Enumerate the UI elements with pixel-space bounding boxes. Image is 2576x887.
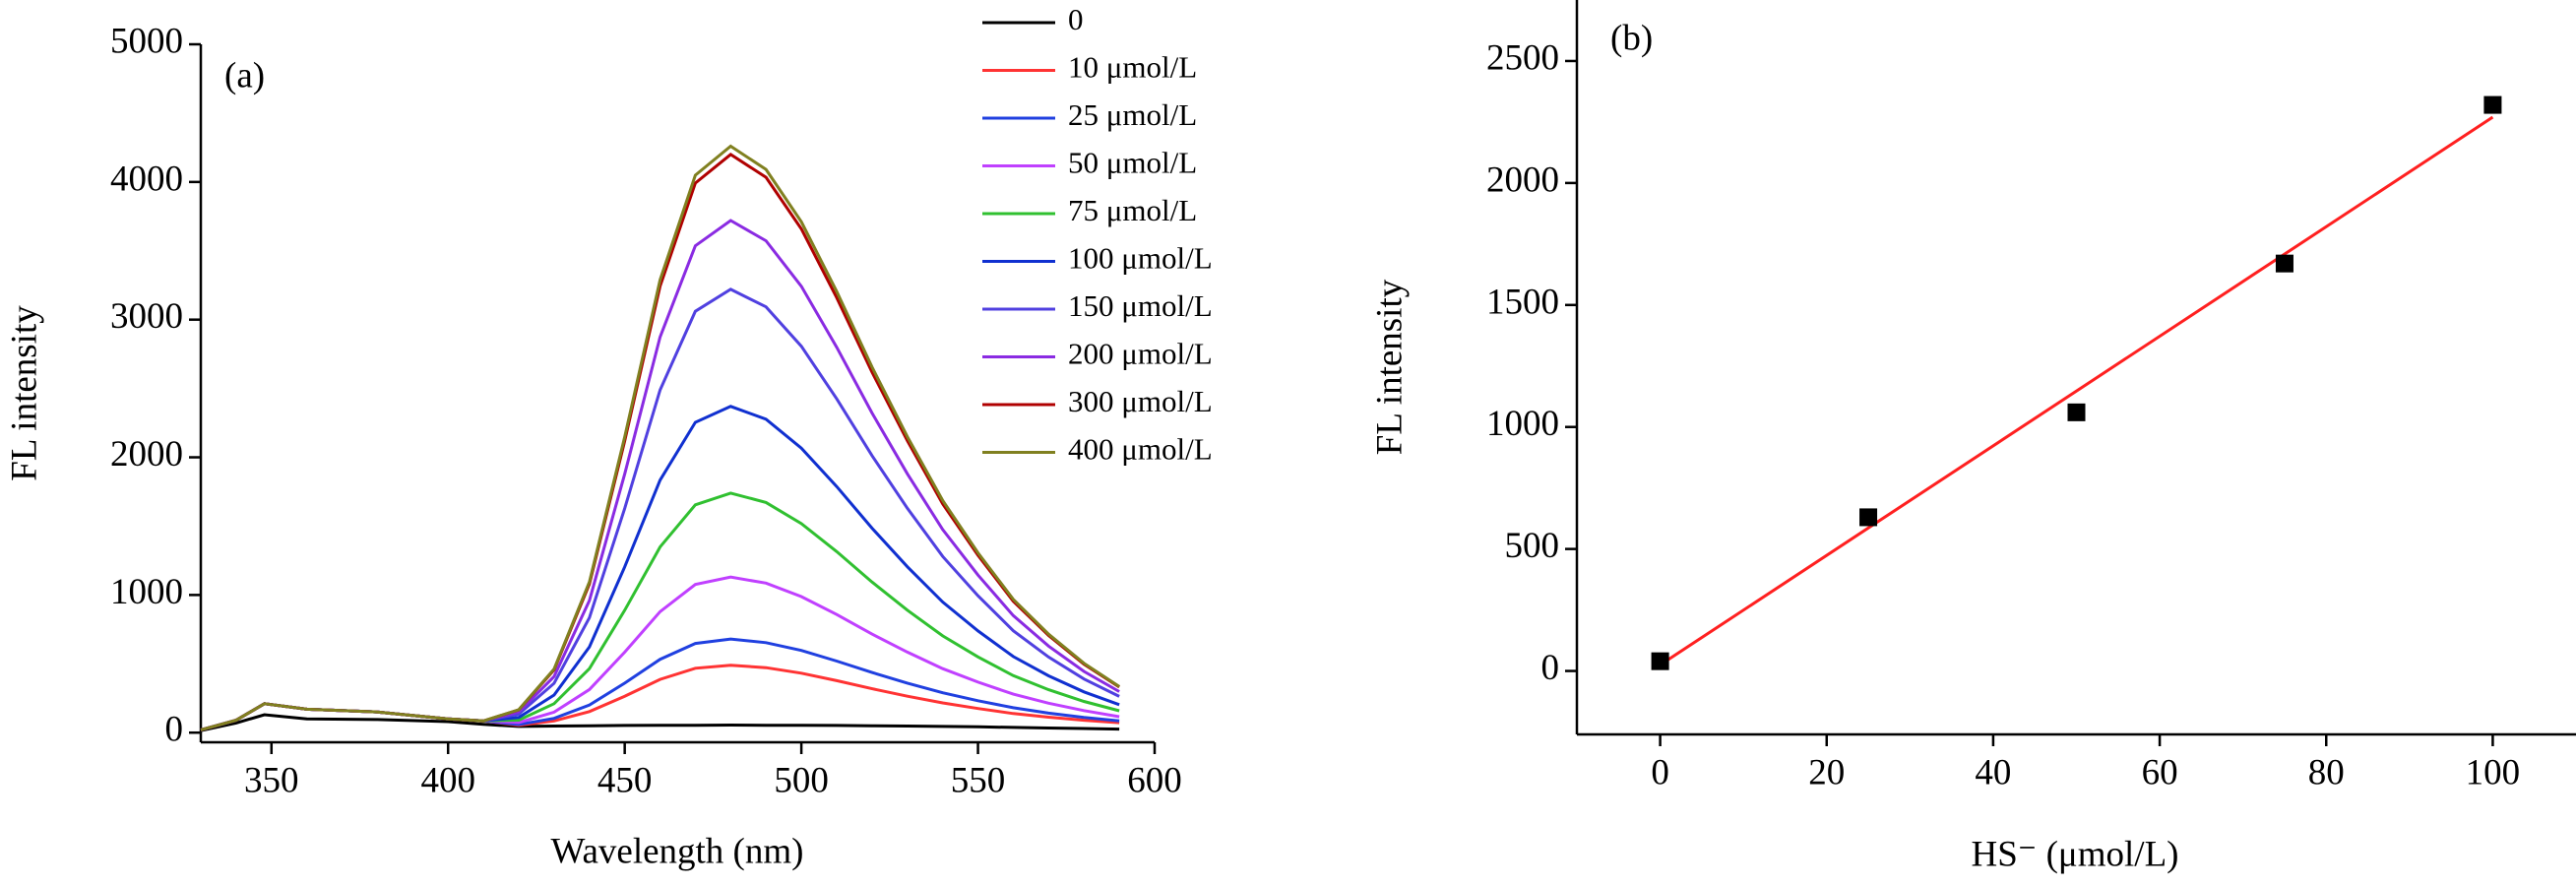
data-point <box>2067 403 2086 421</box>
x-axis-label: Wavelength (nm) <box>551 831 804 871</box>
y-tick-label: 1000 <box>110 572 183 612</box>
y-tick-label: 500 <box>1505 526 1560 566</box>
x-tick-label: 400 <box>420 760 475 800</box>
x-tick-label: 350 <box>244 760 299 800</box>
y-tick-label: 2000 <box>110 434 183 475</box>
spectrum-line <box>200 405 1120 731</box>
y-tick-label: 4000 <box>110 158 183 199</box>
spectrum-line <box>200 287 1120 731</box>
legend-label: 200 μmol/L <box>1068 337 1213 371</box>
y-tick-label: 1000 <box>1486 404 1559 444</box>
legend-label: 150 μmol/L <box>1068 288 1213 323</box>
panel-label: (b) <box>1610 18 1653 58</box>
x-tick-label: 80 <box>2308 752 2345 792</box>
y-axis-label: FL intensity <box>1369 279 1410 455</box>
legend-label: 0 <box>1068 2 1084 36</box>
legend-label: 75 μmol/L <box>1068 193 1197 227</box>
x-tick-label: 500 <box>774 760 829 800</box>
x-axis-label: HS⁻ (μmol/L) <box>1972 834 2179 874</box>
fit-line <box>1659 115 2494 666</box>
spectrum-line <box>200 144 1120 731</box>
x-tick-label: 40 <box>1975 752 2011 792</box>
x-tick-label: 60 <box>2142 752 2178 792</box>
data-point <box>1651 652 1669 670</box>
legend-label: 300 μmol/L <box>1068 384 1213 418</box>
y-tick-label: 0 <box>165 710 184 750</box>
y-tick-label: 2500 <box>1486 37 1559 78</box>
legend-label: 50 μmol/L <box>1068 146 1197 180</box>
x-tick-label: 100 <box>2466 752 2521 792</box>
y-tick-label: 1500 <box>1486 282 1559 322</box>
data-point <box>1859 508 1878 527</box>
x-tick-label: 20 <box>1808 752 1845 792</box>
legend-label: 10 μmol/L <box>1068 50 1197 85</box>
y-tick-label: 0 <box>1541 648 1560 688</box>
spectrum-line <box>200 713 1120 732</box>
legend-label: 400 μmol/L <box>1068 432 1213 467</box>
spectrum-line <box>200 153 1120 731</box>
y-axis-label: FL intensity <box>4 305 44 481</box>
x-tick-label: 450 <box>597 760 653 800</box>
data-point <box>2275 254 2293 273</box>
y-tick-label: 3000 <box>110 296 183 337</box>
x-tick-label: 600 <box>1127 760 1182 800</box>
y-tick-label: 5000 <box>110 21 183 61</box>
panel-label: (a) <box>224 55 265 95</box>
data-point <box>2483 95 2502 114</box>
x-tick-label: 0 <box>1651 752 1669 792</box>
legend-label: 25 μmol/L <box>1068 97 1197 132</box>
x-tick-label: 550 <box>951 760 1006 800</box>
spectrum-line <box>200 219 1120 731</box>
y-tick-label: 2000 <box>1486 159 1559 200</box>
legend-label: 100 μmol/L <box>1068 241 1213 276</box>
